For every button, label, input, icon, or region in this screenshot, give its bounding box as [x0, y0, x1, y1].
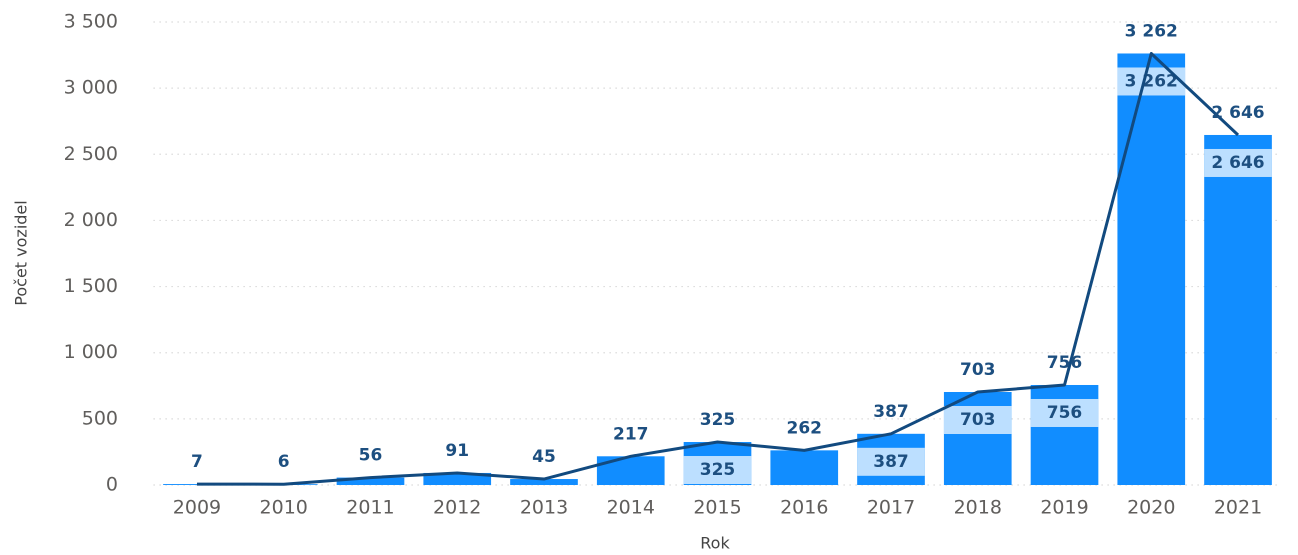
x-axis-title: Rok	[700, 534, 730, 553]
bar	[1117, 53, 1186, 485]
x-tick-label: 2014	[607, 497, 655, 519]
x-tick-label: 2019	[1040, 497, 1088, 519]
line-data-label: 3 262	[1125, 21, 1178, 41]
data-label-background	[683, 456, 752, 485]
bar	[596, 456, 665, 485]
x-tick-label: 2018	[954, 497, 1002, 519]
x-tick-label: 2011	[346, 497, 394, 519]
bar	[770, 450, 839, 485]
bar-data-label: 756	[1047, 403, 1083, 423]
y-tick-label: 500	[82, 407, 118, 429]
data-label-background	[943, 406, 1012, 435]
line-data-label: 45	[532, 447, 556, 467]
y-tick-label: 2 500	[64, 143, 118, 165]
bar-data-label: 387	[873, 452, 909, 472]
bar-data-label: 703	[960, 410, 996, 430]
line-data-label: 325	[700, 410, 736, 430]
bar	[1204, 134, 1272, 486]
line-data-label: 387	[873, 402, 909, 422]
line-data-label: 262	[787, 418, 823, 438]
data-label-background	[1117, 67, 1186, 96]
y-tick-label: 0	[106, 474, 118, 496]
x-tick-label: 2009	[173, 497, 221, 519]
y-tick-label: 1 500	[64, 275, 118, 297]
x-tick-label: 2021	[1214, 497, 1262, 519]
x-tick-label: 2015	[693, 497, 741, 519]
x-tick-label: 2012	[433, 497, 481, 519]
bar-data-label: 3 262	[1125, 71, 1178, 91]
data-label-background	[857, 447, 925, 476]
bar	[336, 477, 405, 485]
line-data-label: 756	[1047, 353, 1083, 373]
bar-data-label: 2 646	[1211, 153, 1264, 173]
line-data-label: 56	[359, 446, 383, 466]
line	[196, 51, 1240, 486]
y-tick-label: 1 000	[64, 341, 118, 363]
bar	[943, 392, 1012, 485]
bar	[510, 479, 578, 485]
x-tick-label: 2013	[520, 497, 568, 519]
y-axis-title: Počet vozidel	[12, 200, 31, 305]
data-label-background	[1030, 398, 1099, 427]
bar-data-label: 325	[700, 460, 736, 480]
y-tick-label: 3 000	[64, 77, 118, 99]
bar	[423, 472, 492, 485]
x-tick-label: 2017	[867, 497, 915, 519]
x-tick-label: 2010	[260, 497, 308, 519]
line-data-label: 91	[445, 441, 469, 461]
line-data-label: 217	[613, 424, 649, 444]
line-data-label: 703	[960, 360, 996, 380]
line-data-label: 2 646	[1211, 103, 1264, 123]
x-tick-label: 2020	[1127, 497, 1175, 519]
line-data-label: 7	[191, 452, 203, 472]
line-data-label: 6	[278, 452, 290, 472]
y-tick-label: 2 000	[64, 209, 118, 231]
x-tick-label: 2016	[780, 497, 828, 519]
data-label-background	[1204, 148, 1272, 177]
y-tick-label: 3 500	[64, 11, 118, 33]
